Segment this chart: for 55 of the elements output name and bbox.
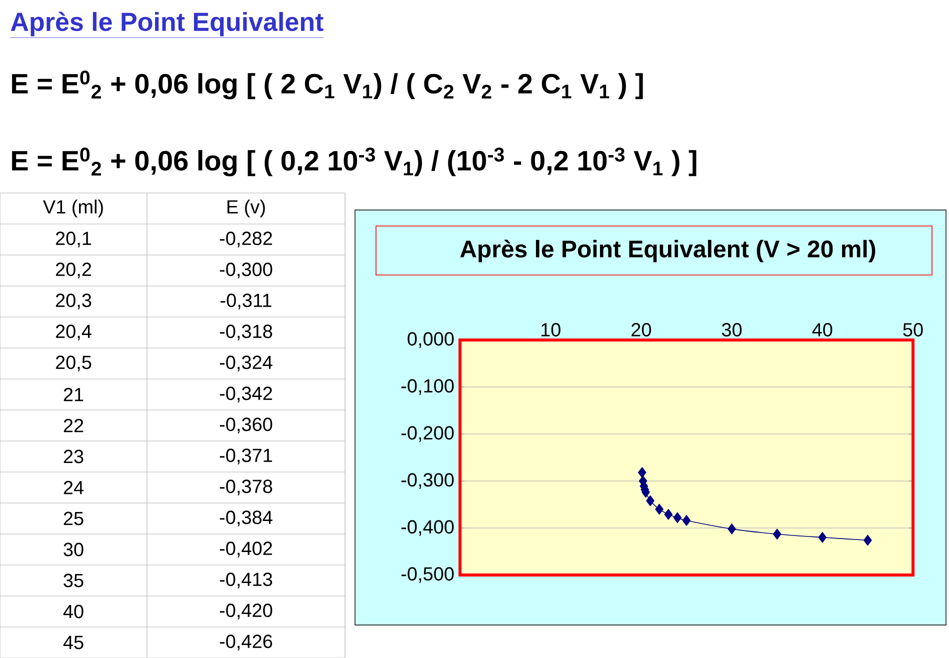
- text: -0,426: [220, 634, 272, 650]
- point: [638, 467, 646, 478]
- text: 35: [64, 574, 84, 588]
- text: E = E$^{0}$$_{2}$ + 0,06 log [ ( 0,2 10$^{-3}$ V$_{1}$) / (10$^{-3}$ - 0,2 10$^{-3}$ V$_{1}$ ) ]: [12, 148, 696, 176]
- text: 20,5: [56, 356, 92, 372]
- y-tick-label: -0,200: [401, 426, 454, 442]
- text: V1 (ml): [42, 200, 103, 218]
- point: [682, 515, 691, 526]
- text: -0,300: [220, 262, 272, 278]
- text: 30: [64, 542, 84, 556]
- x-tick-label: 10: [541, 323, 560, 336]
- text: 21: [64, 388, 84, 402]
- text: 20,2: [56, 262, 92, 278]
- text: 20,4: [56, 324, 92, 340]
- text: -0,282: [220, 232, 272, 248]
- text: 20,3: [56, 294, 92, 310]
- text: -0,318: [220, 324, 272, 340]
- text: 24: [64, 480, 84, 494]
- text: E = E$^{0}$$_{2}$ + 0,06 log [ ( 2 C$_{1}$ V$_{1}$) / ( C$_{2}$ V$_{2}$ - 2 C$_{1}$ V$_{1}$ ) ]: [12, 70, 643, 100]
- text: Après le Point Equivalent: [10, 12, 324, 36]
- text: -0,413: [220, 572, 272, 588]
- point: [728, 524, 736, 534]
- y-tick-label: -0,300: [401, 473, 454, 489]
- point: [772, 528, 782, 540]
- point: [864, 534, 872, 546]
- y-tick-label: 0,000: [408, 332, 454, 348]
- x-tick-label: 20: [632, 323, 652, 336]
- text: 45: [63, 636, 84, 650]
- point: [818, 532, 827, 543]
- text: E (v): [228, 200, 265, 218]
- text: 25: [64, 512, 84, 526]
- y-tick-label: -0,400: [401, 520, 454, 536]
- text: -0,384: [220, 510, 272, 526]
- text: 40: [63, 604, 84, 618]
- chart-title: Après le Point Equivalent (V > 20 ml): [460, 240, 876, 262]
- y-tick-label: -0,500: [401, 567, 454, 583]
- x-tick-label: 30: [722, 323, 742, 336]
- text: -0,311: [220, 294, 272, 310]
- y-tick-label: -0,100: [401, 379, 454, 395]
- x-tick-label: 40: [812, 323, 832, 336]
- text: 22: [64, 418, 84, 432]
- text: -0,342: [220, 386, 272, 402]
- text: -0,402: [220, 542, 272, 558]
- x-tick-label: 50: [903, 323, 923, 336]
- point: [664, 508, 673, 520]
- text: -0,420: [220, 604, 272, 620]
- text: -0,324: [220, 356, 272, 372]
- text: -0,378: [220, 480, 272, 496]
- text: -0,360: [220, 418, 272, 434]
- text: 23: [64, 450, 84, 464]
- point: [646, 495, 654, 506]
- text: 20,1: [56, 232, 92, 248]
- point: [673, 512, 682, 524]
- point: [655, 504, 664, 515]
- text: -0,371: [220, 448, 272, 464]
